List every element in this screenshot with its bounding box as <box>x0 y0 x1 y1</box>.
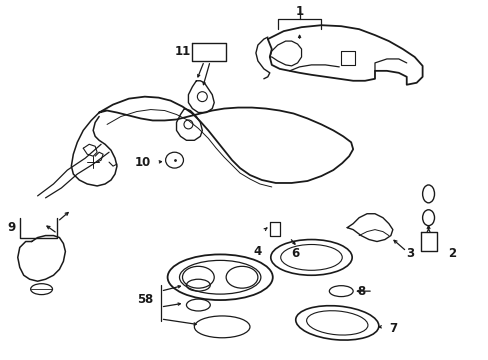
Text: 6: 6 <box>291 247 299 260</box>
Text: 3: 3 <box>406 247 414 260</box>
Text: 4: 4 <box>253 245 262 258</box>
Text: 7: 7 <box>388 322 396 336</box>
Text: 2: 2 <box>447 247 455 260</box>
Text: 11: 11 <box>174 45 190 58</box>
Text: 9: 9 <box>8 221 16 234</box>
Text: 1: 1 <box>295 5 303 18</box>
Text: 5: 5 <box>137 293 144 306</box>
Text: 10: 10 <box>134 156 151 168</box>
Text: 8: 8 <box>356 285 365 298</box>
Text: 8: 8 <box>144 293 153 306</box>
